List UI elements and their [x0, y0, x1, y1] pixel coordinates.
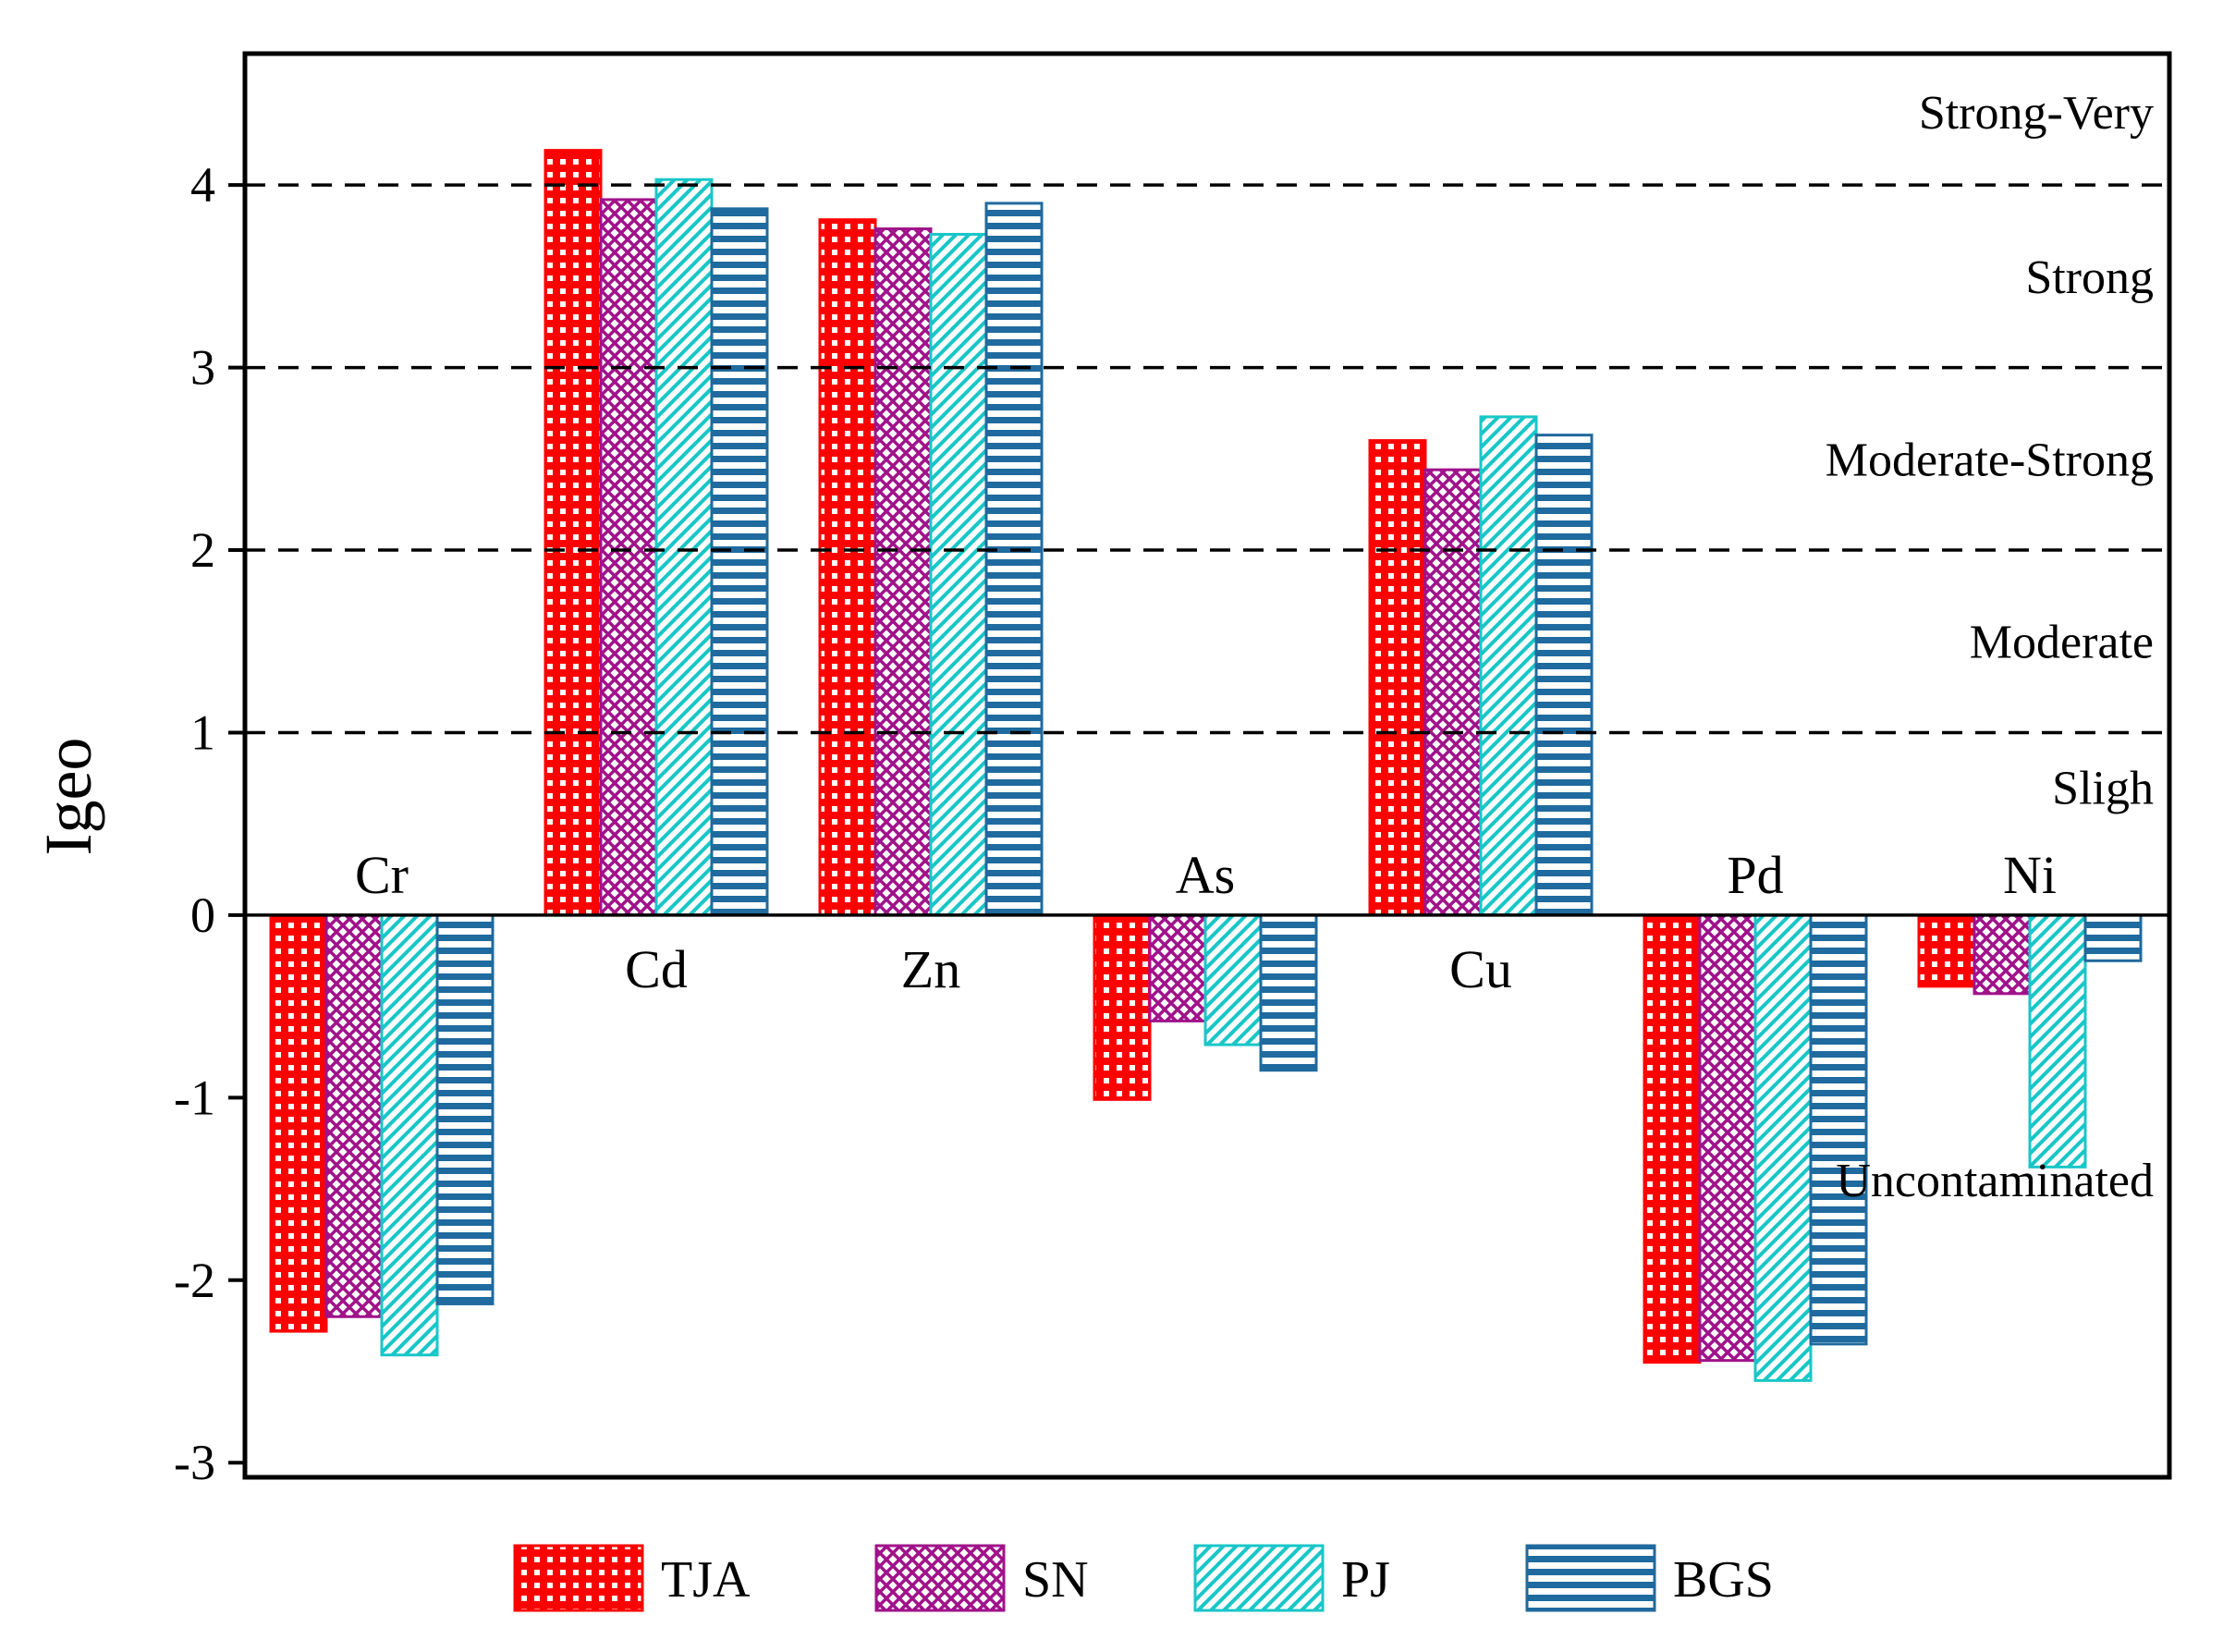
bar-pd-bgs	[1809, 913, 1868, 1346]
zone-label-sligh: Sligh	[2052, 763, 2154, 815]
category-label-zn: Zn	[901, 939, 960, 999]
y-tick-label: 1	[190, 704, 215, 760]
bar-cr-sn	[324, 913, 384, 1318]
plot-frame	[242, 51, 2172, 1480]
bars-layer	[269, 149, 2143, 1382]
zone-label-moderate-strong: Moderate-Strong	[1826, 434, 2154, 486]
legend-swatch-bgs	[1525, 1544, 1656, 1612]
bar-cr-tja	[269, 913, 328, 1333]
zone-labels: Strong-Very Strong Moderate-Strong Moderate…	[1826, 87, 2154, 1207]
bar-pd-tja	[1643, 913, 1702, 1364]
bar-as-bgs	[1259, 913, 1318, 1072]
legend-swatch-sn	[874, 1544, 1006, 1612]
category-label-as: As	[1176, 845, 1235, 905]
category-labels: Cr Cd Zn As Cu Pd Ni	[355, 845, 2057, 999]
legend-label-bgs: BGS	[1673, 1551, 1774, 1609]
bar-as-sn	[1148, 913, 1207, 1022]
bar-ni-sn	[1973, 913, 2032, 996]
bar-cr-bgs	[435, 913, 495, 1305]
bar-cu-tja	[1368, 439, 1427, 917]
zone-label-uncontaminated: Uncontaminated	[1836, 1155, 2154, 1207]
bar-cr-pj	[380, 913, 439, 1357]
category-label-cd: Cd	[625, 939, 688, 999]
y-tick-label: 3	[190, 340, 215, 396]
bar-ni-tja	[1917, 913, 1976, 988]
bar-zn-pj	[929, 232, 988, 917]
legend-label-sn: SN	[1022, 1551, 1089, 1609]
zone-label-strong: Strong	[2025, 251, 2154, 304]
y-tick-label: -3	[174, 1435, 215, 1490]
category-label-cu: Cu	[1449, 939, 1512, 999]
bar-cu-sn	[1423, 468, 1483, 917]
legend-swatch-tja	[513, 1544, 644, 1612]
bar-pd-pj	[1753, 913, 1813, 1382]
legend-label-pj: PJ	[1341, 1551, 1390, 1609]
category-label-ni: Ni	[2003, 845, 2057, 905]
bar-cd-bgs	[710, 207, 769, 917]
bar-cd-pj	[654, 177, 714, 917]
zone-label-strong-very: Strong-Very	[1919, 87, 2154, 140]
bar-zn-tja	[818, 218, 877, 917]
bar-as-pj	[1203, 913, 1263, 1046]
bar-pd-sn	[1698, 913, 1757, 1363]
y-tick-label: -1	[174, 1070, 215, 1125]
bar-zn-bgs	[984, 202, 1044, 917]
category-label-cr: Cr	[355, 845, 409, 905]
y-tick-label: 2	[190, 522, 215, 578]
zone-label-moderate: Moderate	[1970, 617, 2154, 669]
plot-border	[242, 51, 2172, 1480]
bar-cd-sn	[599, 198, 658, 917]
bar-zn-sn	[873, 227, 933, 917]
legend-label-tja: TJA	[661, 1551, 751, 1609]
y-tick-label: -2	[174, 1253, 215, 1308]
legend: TJA SN PJ BGS	[513, 1544, 1774, 1612]
y-axis-title: Igeo	[31, 738, 105, 856]
y-tick-label: 4	[190, 157, 215, 213]
bar-ni-bgs	[2083, 913, 2143, 962]
bar-as-tja	[1093, 913, 1152, 1101]
bar-cu-pj	[1479, 415, 1538, 917]
bar-cu-bgs	[1534, 434, 1594, 917]
threshold-lines	[245, 183, 2169, 917]
bar-ni-pj	[2028, 913, 2087, 1169]
bar-cd-tja	[544, 149, 603, 917]
legend-swatch-pj	[1193, 1544, 1325, 1612]
y-tick-label: 0	[190, 887, 215, 943]
y-axis: -3 -2 -1 0 1 2 3 4 Igeo	[31, 157, 245, 1490]
category-label-pd: Pd	[1727, 845, 1783, 905]
